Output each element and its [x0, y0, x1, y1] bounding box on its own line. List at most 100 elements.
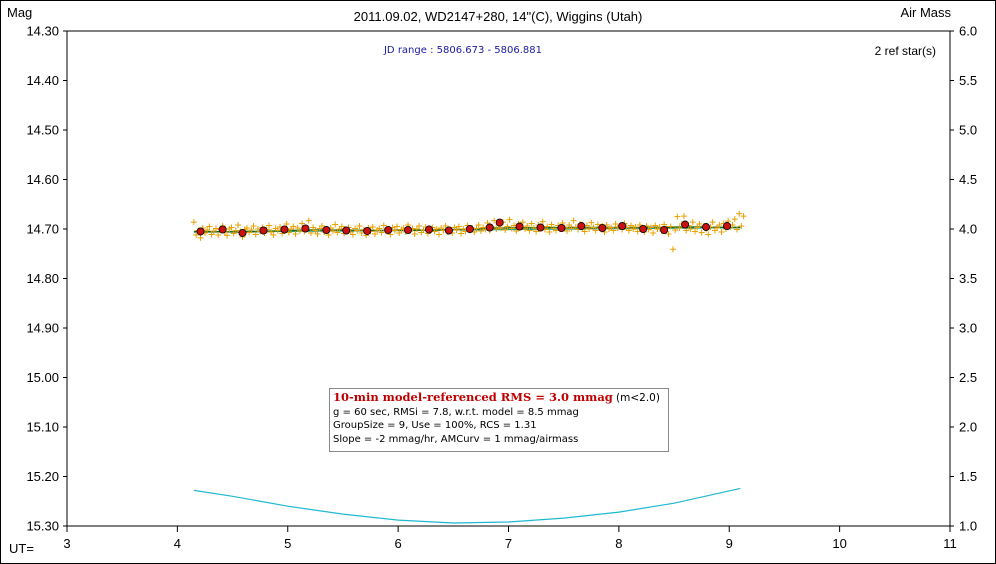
- y-right-tick-label: 3.0: [959, 321, 977, 336]
- measurement-point: [215, 231, 222, 238]
- measurement-point: [435, 231, 442, 238]
- stats-headline-note: (m<2.0): [616, 392, 660, 404]
- measurement-point: [213, 225, 220, 232]
- measurement-point: [674, 213, 681, 220]
- series-layer: [190, 210, 747, 524]
- measurement-point: [235, 222, 242, 229]
- group-average-point: [238, 228, 247, 237]
- measurement-point: [416, 223, 423, 230]
- measurement-point: [687, 226, 694, 232]
- measurement-point: [232, 227, 239, 234]
- measurement-point: [524, 223, 531, 230]
- group-average-point: [660, 225, 669, 234]
- measurement-point: [380, 222, 387, 229]
- measurement-point: [493, 226, 500, 232]
- y-right-tick-label: 4.5: [959, 172, 977, 187]
- y-right-tick-label: 2.0: [959, 420, 977, 435]
- measurement-point: [628, 222, 635, 229]
- measurement-point: [736, 210, 743, 217]
- measurement-point: [676, 225, 683, 232]
- measurement-point: [634, 228, 641, 235]
- group-average-point: [404, 225, 413, 234]
- measurement-point: [208, 231, 215, 238]
- measurement-point: [612, 221, 619, 228]
- y-left-tick-label: 14.50: [26, 123, 59, 138]
- measurement-point: [453, 226, 460, 233]
- measurement-point: [314, 230, 321, 237]
- measurement-point: [530, 225, 537, 232]
- measurement-point: [371, 230, 378, 237]
- group-average-point: [259, 226, 268, 235]
- measurement-point: [334, 229, 341, 236]
- group-average-point: [723, 222, 732, 231]
- y-left-tick-label: 14.60: [26, 172, 59, 187]
- measurement-point: [689, 219, 696, 226]
- measurement-point: [318, 223, 325, 230]
- group-average-point: [218, 225, 227, 234]
- group-average-point: [280, 225, 289, 234]
- measurement-point: [265, 222, 272, 229]
- stats-box: 10-min model-referenced RMS = 3.0 mmag (…: [329, 388, 669, 452]
- measurement-point: [502, 226, 509, 233]
- measurement-point: [526, 227, 533, 234]
- x-tick-label: 6: [395, 536, 402, 551]
- measurement-point: [592, 227, 599, 234]
- y-left-tick-label: 15.20: [26, 469, 59, 484]
- measurement-point: [552, 227, 559, 234]
- measurement-point: [305, 217, 312, 224]
- measurement-point: [652, 222, 659, 229]
- measurement-point: [307, 229, 314, 236]
- axes-layer: 3 4 5 6 7 8 9 10 11 14.30 14.40 14.50 14.60 14.70 14.8…: [26, 24, 977, 552]
- measurement-point: [539, 218, 546, 225]
- y-right-tick-label: 5.5: [959, 73, 977, 88]
- measurement-point: [694, 224, 701, 231]
- measurement-point: [665, 230, 672, 237]
- group-average-point: [598, 224, 607, 233]
- measurement-point: [568, 225, 575, 232]
- measurement-point: [716, 222, 723, 229]
- measurement-point: [632, 224, 639, 231]
- stats-headline-row: 10-min model-referenced RMS = 3.0 mmag (…: [333, 390, 665, 406]
- x-tick-label: 7: [505, 536, 512, 551]
- measurement-point: [411, 230, 418, 237]
- stats-line-4: Slope = -2 mmag/hr, AMCurv = 1 mmag/airm…: [333, 433, 579, 445]
- measurement-point: [570, 217, 577, 224]
- measurement-point: [274, 227, 281, 234]
- measurement-point: [586, 226, 593, 232]
- group-average-point: [363, 226, 372, 235]
- group-average-point: [536, 223, 545, 232]
- x-tick-label: 3: [63, 536, 70, 551]
- measurement-point: [455, 223, 462, 230]
- measurement-point: [738, 223, 745, 230]
- measurement-point: [292, 230, 299, 237]
- y-right-tick-label: 6.0: [959, 24, 977, 39]
- y-left-tick-label: 14.40: [26, 73, 59, 88]
- measurement-point: [338, 223, 345, 230]
- stats-line-2: g = 60 sec, RMSi = 7.8, w.r.t. model = 8…: [333, 406, 579, 418]
- stats-headline: 10-min model-referenced RMS = 3.0 mmag: [333, 390, 613, 404]
- measurement-point: [669, 246, 676, 253]
- measurement-point: [290, 223, 297, 230]
- measurement-point: [563, 227, 570, 234]
- group-average-point: [495, 218, 504, 227]
- measurement-point: [224, 232, 231, 239]
- y-right-tick-label: 5.0: [959, 123, 977, 138]
- group-average-point: [702, 223, 711, 232]
- ref-stars-annotation: 2 ref star(s): [875, 44, 936, 58]
- measurement-point: [458, 230, 465, 237]
- group-average-point: [342, 226, 351, 235]
- measurement-point: [546, 228, 553, 235]
- measurement-point: [513, 227, 520, 234]
- measurement-point: [692, 228, 699, 235]
- measurement-point: [299, 220, 306, 227]
- measurement-point: [475, 222, 482, 229]
- measurement-point: [610, 227, 617, 234]
- measurement-point: [312, 227, 319, 234]
- measurement-point: [356, 223, 363, 230]
- y-axis-right-label: Air Mass: [900, 5, 951, 20]
- group-average-point: [322, 225, 331, 234]
- measurement-point: [204, 226, 211, 233]
- group-average-point: [301, 224, 310, 233]
- x-tick-label: 5: [284, 536, 291, 551]
